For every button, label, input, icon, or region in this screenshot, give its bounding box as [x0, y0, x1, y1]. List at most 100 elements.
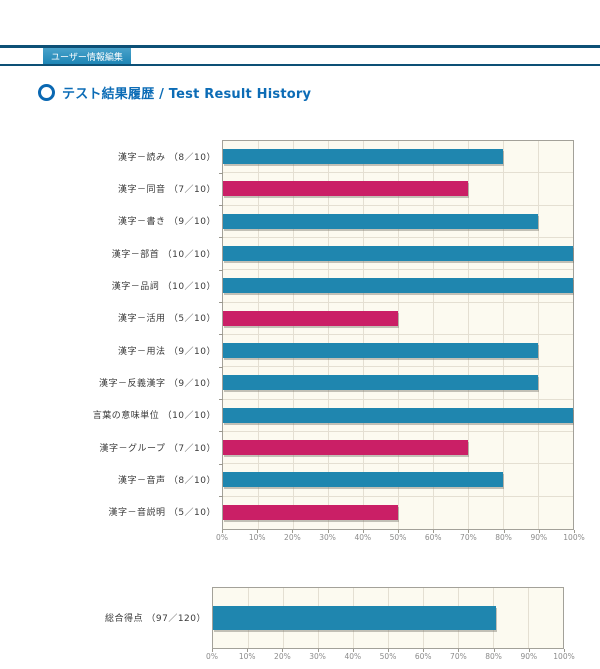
category-label: 漢字－音説明 （5／10）	[108, 508, 216, 519]
x-tick	[398, 529, 399, 533]
x-tick	[317, 649, 319, 652]
category-label: 漢字－部首 （10／10）	[111, 249, 216, 260]
chart-row	[223, 173, 573, 206]
bar	[223, 278, 573, 294]
y-tick	[219, 399, 223, 401]
x-tick-label: 10%	[238, 652, 256, 661]
x-tick	[327, 529, 329, 533]
bar	[223, 310, 398, 326]
x-tick-label: 70%	[450, 652, 467, 661]
chart-row	[223, 206, 573, 238]
x-tick	[468, 529, 470, 533]
category-label: 総合得点 （97／120）	[105, 613, 206, 624]
x-tick-label: 100%	[563, 532, 585, 542]
category-label: 漢字－用法 （9／10）	[117, 346, 216, 357]
x-tick	[362, 529, 364, 533]
category-label: 漢字－書き （9／10）	[117, 217, 216, 228]
bar	[223, 440, 468, 456]
gridline	[433, 141, 434, 529]
x-tick	[503, 529, 505, 533]
x-tick-label: 30%	[309, 652, 326, 661]
y-tick	[219, 205, 223, 207]
bar	[223, 213, 538, 229]
page-title: テスト結果履歴 / Test Result History	[62, 87, 312, 102]
category-label: 漢字－音声 （8／10）	[117, 475, 216, 486]
y-tick	[219, 172, 223, 174]
x-tick-label: 0%	[216, 532, 228, 542]
gridline	[363, 141, 364, 529]
bar	[223, 505, 398, 521]
gridline	[468, 141, 469, 529]
x-tick	[212, 649, 213, 652]
gridline	[293, 141, 294, 529]
x-tick	[352, 649, 354, 652]
bar	[223, 343, 538, 359]
x-tick	[564, 649, 565, 652]
plot-area	[212, 587, 564, 649]
test-result-history-chart: 漢字－読み （8／10） 漢字－同音 （7／10） 漢字－書き （9／10） 漢字－部…	[92, 140, 585, 544]
bar	[223, 375, 538, 391]
x-tick-label: 70%	[460, 532, 477, 542]
chart-row	[223, 303, 573, 335]
gridline	[528, 588, 529, 648]
x-tick	[538, 529, 540, 533]
category-label: 漢字－品詞 （10／10）	[111, 281, 216, 292]
chart-row	[213, 588, 563, 648]
x-tick	[528, 649, 530, 652]
chart-row	[223, 400, 573, 432]
bar	[223, 246, 573, 262]
chart-row	[223, 432, 573, 465]
tab-user-info-edit[interactable]: ユーザー情報編集	[42, 48, 132, 64]
y-tick	[219, 334, 223, 336]
bar	[223, 149, 503, 165]
y-tick	[219, 431, 223, 433]
x-tick-label: 60%	[414, 652, 432, 661]
chart-row	[223, 238, 573, 271]
category-label: 漢字－反義漢字 （9／10）	[98, 378, 216, 389]
x-tick-label: 90%	[530, 532, 548, 542]
chart-row	[223, 335, 573, 368]
x-tick	[423, 649, 425, 652]
x-tick-label: 80%	[485, 652, 502, 661]
x-tick-label: 60%	[424, 532, 442, 542]
x-tick	[282, 649, 284, 652]
category-labels: 総合得点 （97／120）	[105, 587, 208, 663]
x-tick-label: 30%	[319, 532, 336, 542]
category-label: 言葉の意味単位 （10／10）	[92, 411, 216, 422]
x-tick-label: 40%	[354, 532, 372, 542]
category-label: 漢字－活用 （5／10）	[117, 314, 216, 325]
y-tick	[219, 496, 223, 498]
header-bar: ユーザー情報編集	[0, 45, 600, 66]
x-tick-label: 50%	[379, 652, 397, 661]
chart-row	[223, 464, 573, 497]
gridline	[328, 141, 329, 529]
gridline	[258, 141, 259, 529]
total-score-chart: 総合得点 （97／120） 0% 10% 20% 30% 40% 50% 60% 70% 80% 9…	[105, 587, 575, 663]
circle-icon	[38, 84, 55, 101]
x-tick	[458, 649, 460, 652]
x-tick	[222, 529, 223, 533]
x-tick-label: 10%	[248, 532, 266, 542]
x-tick	[247, 649, 249, 652]
bar	[223, 407, 573, 423]
plot-area	[219, 140, 574, 530]
chart-row	[223, 141, 573, 174]
y-tick	[219, 269, 223, 271]
x-tick	[388, 649, 389, 652]
category-labels: 漢字－読み （8／10） 漢字－同音 （7／10） 漢字－書き （9／10） 漢字－部…	[92, 140, 218, 544]
chart-row	[223, 497, 573, 529]
x-axis: 0% 10% 20% 30% 40% 50% 60% 70% 80% 90% 100%	[206, 649, 575, 663]
chart-row	[223, 367, 573, 400]
x-tick	[493, 649, 495, 652]
x-tick-label: 20%	[284, 532, 301, 542]
x-tick	[257, 529, 259, 533]
y-tick	[219, 237, 223, 239]
x-tick-label: 0%	[206, 652, 218, 661]
x-tick-label: 40%	[344, 652, 362, 661]
y-tick	[219, 463, 223, 465]
y-tick	[219, 366, 223, 368]
x-tick	[292, 529, 294, 533]
gridline	[503, 141, 504, 529]
x-tick-label: 100%	[553, 652, 575, 661]
